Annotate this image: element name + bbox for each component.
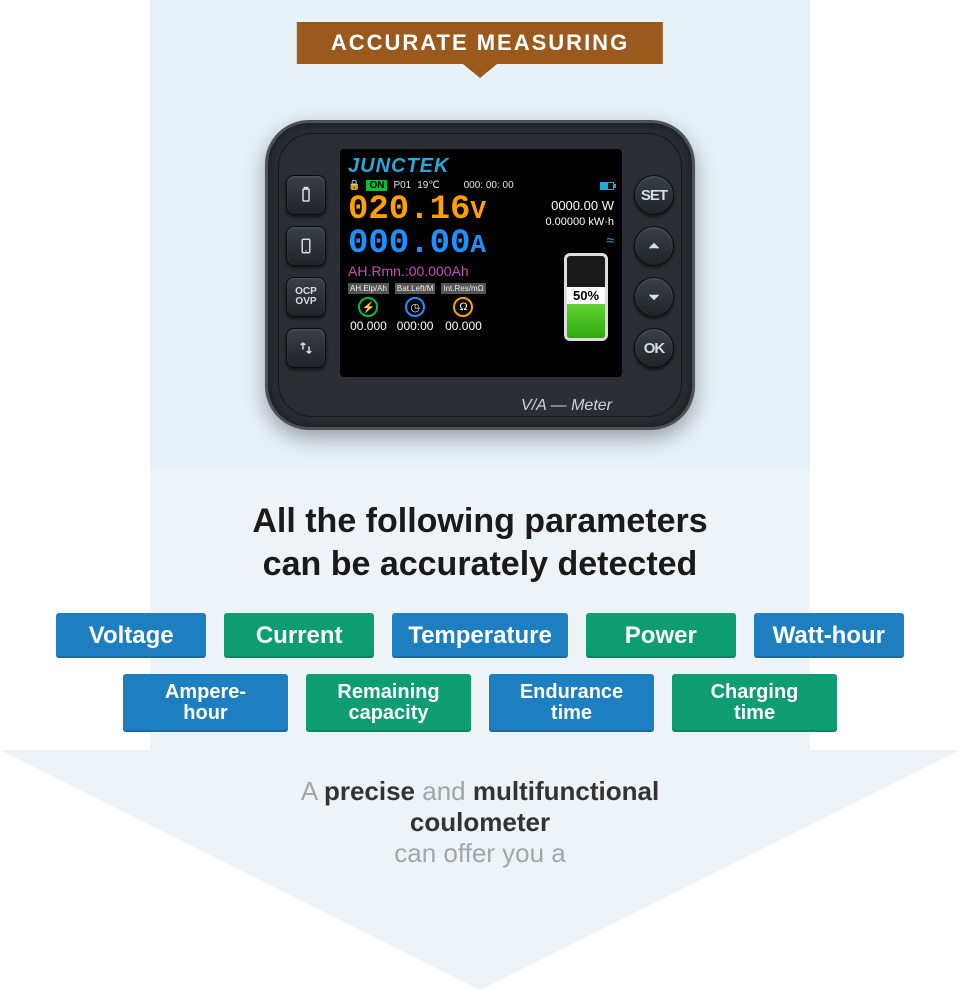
set-button[interactable]: SET	[634, 175, 674, 215]
tag-voltage: Voltage	[56, 613, 206, 658]
col-ah-elapsed: AH.Elp/Ah ⚡ 00.000	[348, 283, 389, 333]
current-unit: A	[470, 230, 486, 260]
tag-charging-time: Charging time	[672, 674, 837, 732]
power-value: 0000.00	[551, 198, 598, 213]
energy-unit: kW·h	[588, 216, 614, 228]
bt-l3: can offer you a	[394, 838, 566, 868]
power-unit: W	[602, 198, 614, 213]
battery-icon-button[interactable]	[286, 175, 326, 215]
col-hd: Bat.Left/M	[395, 283, 435, 294]
tag-endurance-time: Endurance time	[489, 674, 654, 732]
status-timer: 000: 00: 00	[464, 180, 514, 191]
tag-ampere-hour: Ampere- hour	[123, 674, 288, 732]
tag-remaining-capacity: Remaining capacity	[306, 674, 471, 732]
heading-l1: All the following parameters	[0, 500, 960, 543]
tags-row2: Ampere- hour Remaining capacity Endurance …	[0, 674, 960, 732]
ahrmn-label: AH.Rmn.:	[348, 263, 409, 279]
down-button[interactable]	[634, 277, 674, 317]
wave-icon: ≈	[534, 233, 614, 247]
tag-temperature: Temperature	[392, 613, 568, 658]
voltage-unit: V	[470, 196, 486, 226]
right-button-column: SET OK	[634, 175, 674, 368]
tags-row1: Voltage Current Temperature Power Watt-hour	[0, 613, 960, 658]
meter-label: V/A — Meter	[521, 397, 612, 415]
tag-current: Current	[224, 613, 374, 658]
bottom-text: A precise and multifunctional coulometer…	[0, 776, 960, 869]
arrows-icon-button[interactable]	[286, 328, 326, 368]
up-button[interactable]	[634, 226, 674, 266]
phone-icon-button[interactable]	[286, 226, 326, 266]
heading: All the following parameters can be accu…	[0, 500, 960, 585]
col-val: 000:00	[395, 319, 435, 333]
clock-icon: ◷	[405, 297, 425, 317]
chevron-up-icon	[645, 237, 663, 255]
status-temp: 19℃	[417, 180, 439, 191]
ok-button[interactable]: OK	[634, 328, 674, 368]
current-readout: 000.00A	[348, 227, 526, 261]
mini-battery-icon	[600, 182, 614, 190]
col-int-res: Int.Res/mΩ Ω 00.000	[441, 283, 485, 333]
brand-label: JUNCTEK	[348, 155, 614, 178]
status-profile: P01	[393, 180, 411, 191]
col-val: 00.000	[348, 319, 389, 333]
arrows-updown-icon	[297, 339, 315, 357]
col-hd: Int.Res/mΩ	[441, 283, 485, 294]
lock-icon: 🔒	[348, 180, 360, 191]
tag-watt-hour: Watt-hour	[754, 613, 904, 658]
bolt-icon: ⚡	[358, 297, 378, 317]
bt-b1: precise	[324, 776, 415, 806]
col-bat-left: Bat.Left/M ◷ 000:00	[395, 283, 435, 333]
ribbon-arrow	[458, 60, 502, 78]
status-row: 🔒 ON P01 19℃ 000: 00: 00	[348, 180, 614, 191]
bt-b2: multifunctional	[473, 776, 659, 806]
ahrmn-value: 00.000Ah	[409, 263, 469, 279]
ocp-ovp-button[interactable]: OCPOVP	[286, 277, 326, 317]
left-button-column: OCPOVP	[286, 175, 326, 368]
right-stats: 0000.00 W 0.00000 kW·h ≈	[534, 193, 614, 261]
voltage-readout: 020.16V	[348, 193, 526, 227]
heading-l2: can be accurately detected	[0, 543, 960, 586]
status-on: ON	[366, 180, 387, 191]
device-screen: JUNCTEK 🔒 ON P01 19℃ 000: 00: 00 020.16V…	[340, 149, 622, 377]
ohm-icon: Ω	[453, 297, 473, 317]
bt-mid: and	[415, 776, 473, 806]
current-value: 000.00	[348, 225, 470, 263]
main-readouts: 020.16V 000.00A 0000.00 W 0.00000 kW·h ≈	[348, 193, 614, 261]
chevron-down-icon	[645, 288, 663, 306]
battery-icon	[297, 186, 315, 204]
phone-icon	[297, 237, 315, 255]
battery-gauge: 50%	[564, 253, 608, 341]
col-hd: AH.Elp/Ah	[348, 283, 389, 294]
voltage-value: 020.16	[348, 191, 470, 229]
col-val: 00.000	[441, 319, 485, 333]
ribbon-title: ACCURATE MEASURING	[297, 22, 663, 64]
energy-value: 0.00000	[546, 216, 586, 228]
device: OCPOVP SET OK JUNCTEK 🔒 ON P01 19℃ 000: …	[265, 120, 695, 430]
tag-power: Power	[586, 613, 736, 658]
battery-pct: 50%	[567, 287, 605, 304]
bt-pre: A	[301, 776, 324, 806]
set-label: SET	[641, 188, 667, 203]
content: All the following parameters can be accu…	[0, 500, 960, 869]
bt-l2: coulometer	[410, 807, 550, 837]
ok-label: OK	[644, 341, 665, 356]
